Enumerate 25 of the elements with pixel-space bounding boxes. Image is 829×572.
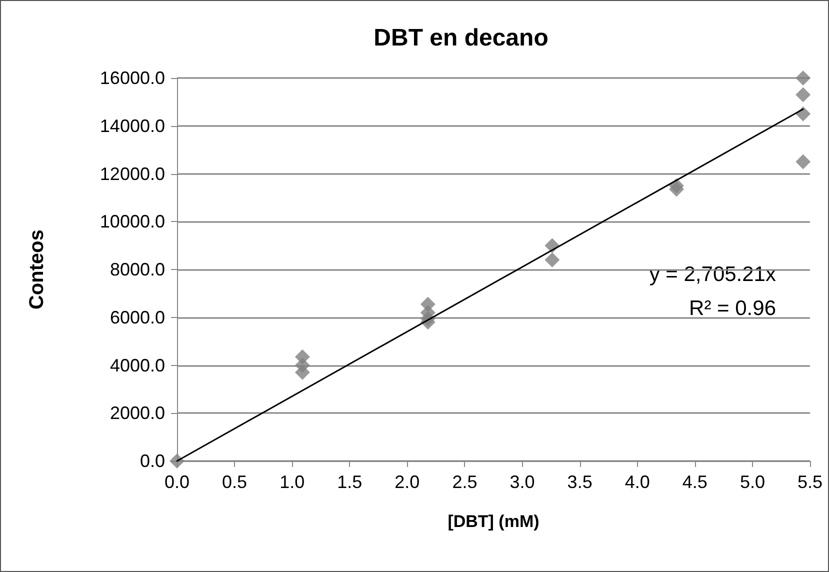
x-tick-label: 4.5 (682, 472, 708, 492)
y-tick-label: 6000.0 (110, 307, 165, 328)
y-tick-label: 12000.0 (100, 164, 165, 184)
x-tick-label: 0.0 (164, 472, 190, 492)
y-axis-title: Conteos (26, 230, 48, 310)
x-tick-label: 2.5 (452, 472, 478, 492)
y-tick-label: 0.0 (140, 451, 165, 471)
y-tick-label: 4000.0 (110, 355, 165, 376)
y-tick-label: 8000.0 (110, 260, 165, 280)
x-tick-label: 1.5 (337, 472, 362, 492)
x-tick-label: 3.0 (510, 472, 535, 492)
y-tick-label: 14000.0 (100, 116, 165, 136)
x-tick-label: 4.0 (624, 472, 650, 492)
y-tick-label: 16000.0 (100, 68, 165, 88)
x-axis-title: [DBT] (mM) (448, 512, 540, 531)
x-tick-label: 2.0 (394, 472, 420, 492)
annotation: R² = 0.96 (689, 297, 776, 320)
chart-title: DBT en decano (374, 24, 548, 52)
x-tick-label: 5.5 (797, 472, 823, 492)
y-tick-label: 2000.0 (110, 403, 165, 424)
x-tick-label: 5.0 (740, 472, 765, 492)
x-tick-label: 3.5 (567, 472, 592, 492)
x-tick-label: 1.0 (280, 472, 305, 492)
x-tick-label: 0.5 (222, 472, 248, 492)
y-tick-label: 10000.0 (100, 212, 165, 232)
